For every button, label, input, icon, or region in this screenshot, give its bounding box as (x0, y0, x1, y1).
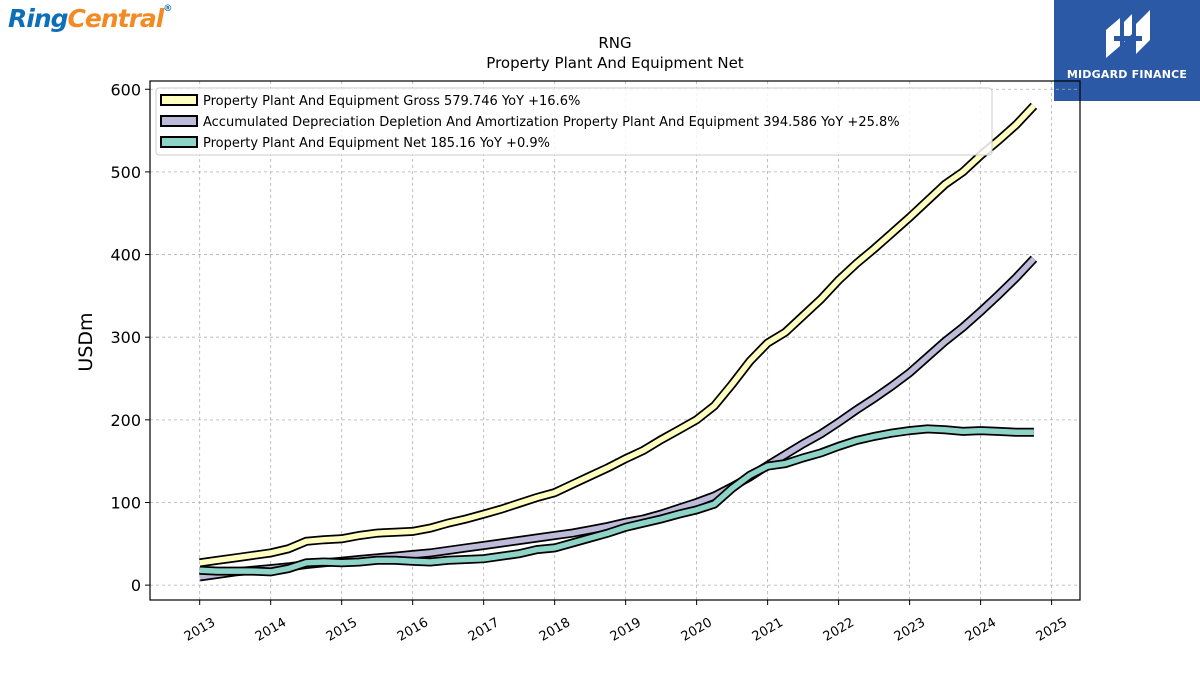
chart-subtitle: Property Plant And Equipment Net (486, 54, 744, 72)
logo-text-ring: Ring (8, 4, 69, 33)
y-tick-label: 0 (131, 576, 141, 595)
y-tick-label: 300 (110, 328, 141, 347)
x-axis: 2013 2014 2015 2016 2017 2018 2019 2020 2021 2022… (182, 600, 1070, 645)
x-tick-label: 2022 (821, 615, 857, 645)
legend-label: Property Plant And Equipment Gross 579.7… (203, 94, 580, 109)
registered-mark: ® (163, 4, 172, 14)
series-3 (199, 424, 1034, 577)
y-tick-label: 600 (110, 80, 141, 99)
legend: Property Plant And Equipment Gross 579.7… (155, 87, 993, 156)
series-line (199, 103, 1036, 566)
y-axis-label: USDm (75, 312, 97, 371)
midgard-emblem-icon (1106, 10, 1150, 58)
legend-swatch (160, 136, 198, 148)
x-tick-label: 2013 (182, 615, 218, 645)
y-axis: 0 100 200 300 400 500 600 (110, 80, 150, 595)
series-lines (199, 102, 1038, 582)
logo-text-central: Central (67, 4, 165, 33)
x-tick-label: 2016 (395, 615, 431, 645)
x-tick-label: 2014 (253, 615, 289, 645)
series-line (199, 426, 1034, 575)
chart-title-block: RNG Property Plant And Equipment Net (365, 33, 865, 73)
x-tick-label: 2023 (892, 615, 928, 645)
x-tick-label: 2015 (324, 615, 360, 645)
y-tick-label: 200 (110, 411, 141, 430)
x-tick-label: 2020 (679, 615, 715, 645)
x-tick-label: 2017 (466, 615, 502, 645)
legend-box (155, 87, 993, 156)
legend-label: Property Plant And Equipment Net 185.16 … (203, 136, 550, 151)
x-tick-label: 2019 (608, 615, 644, 645)
x-tick-label: 2024 (963, 615, 999, 645)
legend-swatch (160, 115, 198, 127)
series-1 (199, 102, 1038, 568)
legend-label: Accumulated Depreciation Depletion And A… (203, 115, 900, 130)
series-line-outline (199, 424, 1034, 577)
series-line-outline (199, 102, 1038, 568)
x-tick-label: 2018 (537, 615, 573, 645)
x-tick-label: 2025 (1034, 615, 1070, 645)
chart-title: RNG (598, 34, 632, 52)
legend-swatch (160, 94, 198, 106)
grid (150, 81, 1080, 600)
logo-text: MIDGARD FINANCE (1066, 68, 1188, 81)
ringcentral-logo: RingCentral® (8, 4, 172, 33)
y-tick-label: 400 (110, 246, 141, 265)
y-tick-label: 500 (110, 163, 141, 182)
plot-frame (149, 80, 1081, 601)
x-tick-label: 2021 (750, 615, 786, 645)
midgard-finance-logo: MIDGARD FINANCE (1054, 0, 1200, 101)
y-tick-label: 100 (110, 493, 141, 512)
